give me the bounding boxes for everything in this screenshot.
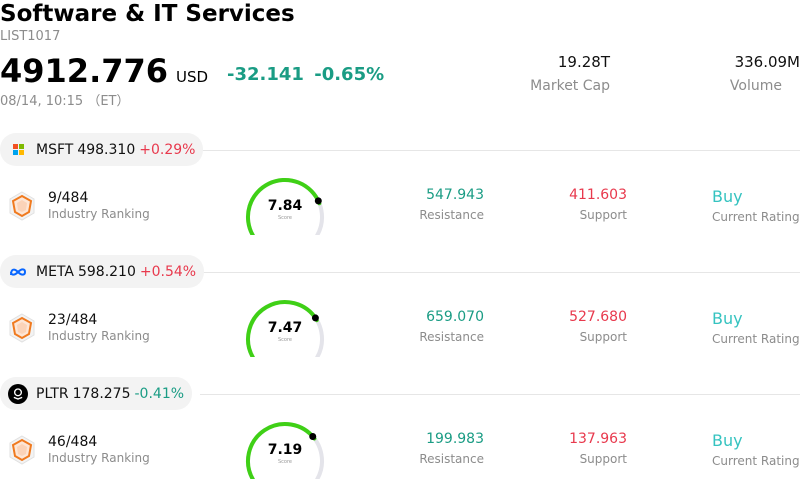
industry-rank-label: Industry Ranking [48, 329, 150, 343]
resistance-label: Resistance [419, 208, 484, 222]
meta-logo-icon [8, 262, 28, 282]
ranking-badge-icon [9, 313, 35, 343]
change-value: -32.141 [227, 64, 304, 85]
resistance-value: 199.983 [426, 431, 484, 447]
current-rating-label: Current Rating [712, 210, 800, 224]
stock-row[interactable]: PLTR 178.275 -0.41% 46/484 Industry Rank… [0, 377, 800, 499]
resistance-value: 659.070 [426, 309, 484, 325]
palantir-logo-icon [8, 383, 28, 404]
timestamp: 08/14, 10:15 （ET） [0, 94, 130, 109]
volume-value: 336.09M [734, 53, 800, 71]
stock-price: 498.310 [77, 141, 136, 158]
stock-price: 598.210 [77, 263, 136, 280]
score-gauge: 7.19 Score [246, 422, 324, 479]
score-value: 7.19 [268, 442, 303, 458]
ranking-badge-icon [9, 435, 35, 465]
industry-rank-label: Industry Ranking [48, 451, 150, 465]
current-rating: Buy [712, 187, 743, 206]
support-label: Support [579, 208, 627, 222]
gauge-marker [314, 197, 322, 205]
volume-label: Volume [729, 78, 782, 94]
score-label: Score [278, 215, 292, 221]
page-title: Software & IT Services [0, 1, 295, 27]
ticker: PLTR [36, 385, 69, 402]
stock-change-percent: -0.41% [134, 385, 185, 402]
ranking-badge-icon [9, 191, 35, 221]
score-value: 7.84 [268, 198, 303, 214]
currency-label: USD [176, 68, 209, 86]
support-value: 137.963 [569, 431, 627, 447]
ticker: META [36, 263, 74, 280]
market-cap-label: Market Cap [530, 78, 610, 94]
stock-row[interactable]: META 598.210 +0.54% 23/484 Industry Rank… [0, 255, 800, 377]
resistance-value: 547.943 [426, 187, 484, 203]
stock-pill[interactable]: META 598.210 +0.54% [0, 255, 205, 288]
industry-rank: 46/484 [48, 434, 98, 450]
row-divider [200, 272, 800, 273]
industry-rank: 9/484 [48, 190, 89, 206]
gauge-fill [246, 422, 317, 479]
industry-rank-label: Industry Ranking [48, 207, 150, 221]
ticker: MSFT [36, 141, 74, 158]
change-percent: -0.65% [314, 64, 385, 85]
row-divider [200, 394, 800, 395]
gauge-fill [246, 300, 319, 357]
stock-price: 178.275 [72, 385, 131, 402]
market-cap-value: 19.28T [557, 53, 610, 71]
support-label: Support [579, 330, 627, 344]
industry-rank: 23/484 [48, 312, 98, 328]
resistance-label: Resistance [419, 452, 484, 466]
stock-pill[interactable]: PLTR 178.275 -0.41% [0, 377, 193, 410]
current-rating: Buy [712, 431, 743, 450]
score-gauge: 7.84 Score [245, 177, 324, 235]
stock-change-percent: +0.29% [139, 141, 196, 158]
stock-pill[interactable]: MSFT 498.310 +0.29% [0, 133, 204, 166]
score-label: Score [278, 337, 292, 343]
microsoft-logo-icon [8, 140, 28, 160]
current-rating-label: Current Rating [712, 454, 800, 468]
support-label: Support [579, 452, 627, 466]
support-value: 527.680 [569, 309, 627, 325]
gauge-marker [311, 314, 319, 322]
current-rating: Buy [712, 309, 743, 328]
index-price: 4912.776 [0, 52, 169, 90]
price-change: -32.141 -0.65% [227, 64, 384, 85]
score-gauge: 7.47 Score [246, 300, 324, 357]
support-value: 411.603 [569, 187, 627, 203]
gauge-fill [245, 177, 322, 235]
resistance-label: Resistance [419, 330, 484, 344]
index-code: LIST1017 [0, 29, 61, 44]
current-rating-label: Current Rating [712, 332, 800, 346]
score-value: 7.47 [268, 320, 303, 336]
score-label: Score [278, 459, 292, 465]
row-divider [200, 150, 800, 151]
gauge-marker [309, 433, 317, 441]
stock-change-percent: +0.54% [139, 263, 197, 280]
stock-row[interactable]: MSFT 498.310 +0.29% 9/484 Industry Ranki… [0, 133, 800, 255]
